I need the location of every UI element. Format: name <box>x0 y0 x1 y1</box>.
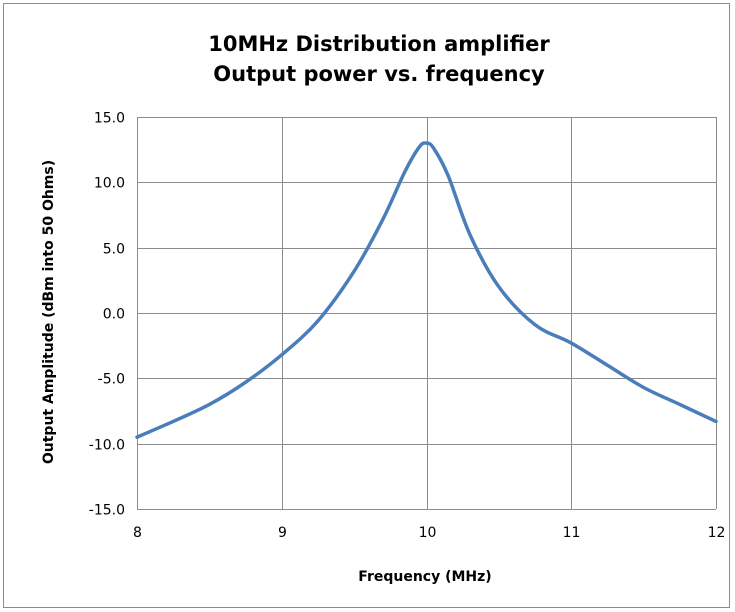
grid-layer <box>137 117 717 510</box>
y-tick-label: -10.0 <box>89 438 125 454</box>
chart-title: 10MHz Distribution amplifier <box>208 32 550 56</box>
x-tick-label: 10 <box>419 525 437 541</box>
y-tick-label: 5.0 <box>103 242 125 258</box>
x-tick-label: 12 <box>708 525 726 541</box>
y-tick-label: 15.0 <box>94 111 125 127</box>
y-tick-label: -15.0 <box>89 503 125 519</box>
x-axis-title: Frequency (MHz) <box>358 569 491 585</box>
series-layer <box>135 141 718 439</box>
tick-label-layer: 15.0 10.0 5.0 0.0 -5.0 -10.0 -15.0 8 9 10 11 12 <box>89 111 726 542</box>
series-line <box>135 141 718 439</box>
x-tick-label: 11 <box>563 525 581 541</box>
y-tick-label: 0.0 <box>103 307 125 323</box>
x-tick-label: 8 <box>133 525 142 541</box>
x-tick-label: 9 <box>278 525 287 541</box>
chart-frame <box>3 3 730 608</box>
chart-subtitle: Output power vs. frequency <box>213 62 545 86</box>
y-tick-label: 10.0 <box>94 176 125 192</box>
y-axis-title: Output Amplitude (dBm into 50 Ohms) <box>41 160 57 464</box>
y-tick-label: -5.0 <box>98 372 125 388</box>
